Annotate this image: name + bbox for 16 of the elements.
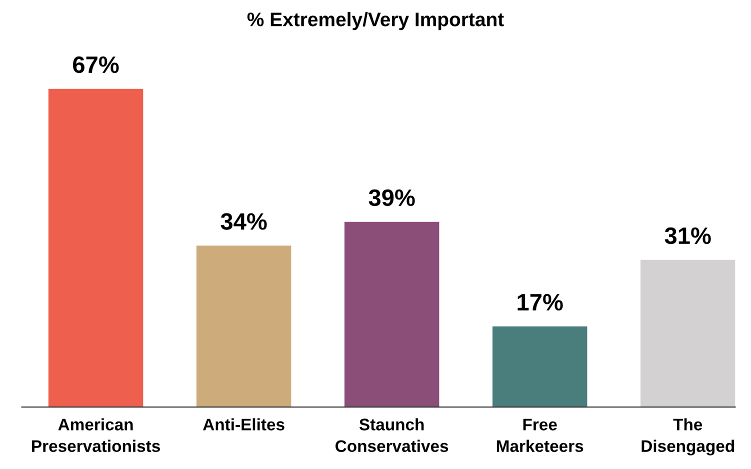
bar <box>640 260 736 408</box>
x-tick-label: Staunch Conservatives <box>336 418 448 452</box>
x-tick-label: American Preservationists <box>32 418 160 452</box>
data-label: 39% <box>368 189 415 206</box>
data-label: 67% <box>73 56 119 74</box>
x-tick-label: Anti-Elites <box>203 418 284 430</box>
bar <box>492 326 588 408</box>
data-label: 31% <box>664 227 711 244</box>
bar <box>196 246 292 408</box>
data-label: 34% <box>220 213 267 230</box>
x-tick-label: Free Marketeers <box>496 418 584 452</box>
bar <box>344 222 440 408</box>
x-tick-label: The Disengaged <box>642 418 734 456</box>
data-label: 17% <box>518 294 563 311</box>
bar <box>48 88 144 408</box>
chart-title: % Extremely/Very Important <box>247 12 504 30</box>
